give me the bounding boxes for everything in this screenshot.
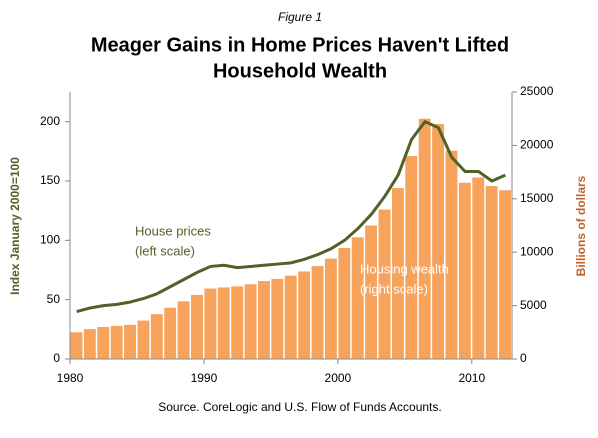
- y-tick-label: 50: [47, 292, 61, 306]
- bar: [432, 124, 445, 359]
- y-tick-label: 150: [40, 173, 60, 187]
- bar: [391, 188, 404, 359]
- bar: [191, 294, 203, 359]
- y-tick-label: 0: [53, 351, 60, 365]
- x-tick-label: 2000: [325, 371, 352, 385]
- y2-tick-label: 25000: [520, 84, 554, 98]
- annotation: (right scale): [360, 281, 428, 296]
- y-axis-label: Index January 2000=100: [8, 157, 22, 295]
- bar: [124, 324, 136, 359]
- y2-tick-label: 0: [520, 351, 527, 365]
- y2-tick-label: 10000: [520, 244, 554, 258]
- y-tick-label: 100: [40, 233, 60, 247]
- y2-tick-label: 5000: [520, 298, 547, 312]
- bar: [164, 307, 177, 359]
- chart-title: Household Wealth: [213, 60, 387, 82]
- bar: [338, 247, 351, 359]
- bar: [458, 182, 471, 359]
- x-tick-label: 1980: [57, 371, 84, 385]
- y2-axis-label: Billions of dollars: [574, 175, 588, 276]
- figure-label: Figure 1: [278, 10, 322, 24]
- annotation: House prices: [135, 223, 211, 238]
- bar: [485, 185, 498, 359]
- annotation: Housing wealth: [360, 261, 449, 276]
- x-tick-label: 2010: [458, 371, 485, 385]
- y-tick-label: 200: [40, 114, 60, 128]
- bar: [70, 332, 83, 359]
- bar: [324, 258, 337, 359]
- bar: [271, 278, 284, 359]
- bar: [445, 150, 458, 359]
- bar: [378, 209, 391, 359]
- bar: [351, 237, 364, 359]
- bar: [418, 118, 431, 359]
- bar: [499, 190, 511, 359]
- bar: [150, 314, 163, 359]
- chart-title: Meager Gains in Home Prices Haven't Lift…: [91, 34, 509, 56]
- bar: [204, 288, 217, 359]
- source: Source. CoreLogic and U.S. Flow of Funds…: [158, 400, 441, 414]
- bar: [217, 287, 230, 359]
- bar: [137, 320, 150, 359]
- y2-tick-label: 20000: [520, 138, 554, 152]
- bar: [177, 301, 190, 359]
- bar: [365, 225, 378, 359]
- annotation: (left scale): [135, 243, 195, 258]
- y2-tick-label: 15000: [520, 191, 554, 205]
- bar: [311, 266, 324, 359]
- bar: [258, 281, 270, 359]
- bar: [298, 271, 311, 359]
- line: [76, 119, 506, 313]
- bar: [97, 326, 110, 359]
- bar: [284, 275, 297, 359]
- bar: [231, 286, 244, 359]
- bar: [472, 177, 485, 359]
- bar: [244, 284, 257, 359]
- bar: [83, 329, 96, 359]
- bar: [405, 156, 418, 359]
- x-tick-label: 1990: [191, 371, 218, 385]
- bar: [110, 325, 123, 359]
